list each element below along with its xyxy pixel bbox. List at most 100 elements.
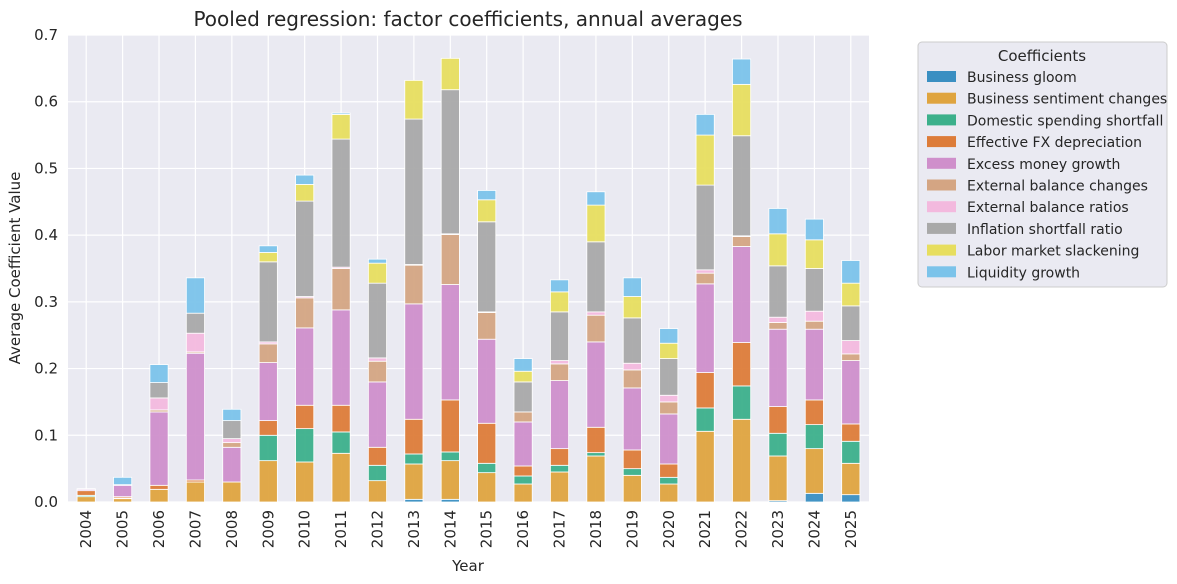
bar-segment bbox=[841, 423, 861, 442]
bar-segment bbox=[331, 268, 351, 311]
bar-segment bbox=[404, 264, 424, 305]
x-tick-label: 2019 bbox=[623, 510, 641, 548]
bar-segment bbox=[622, 317, 642, 364]
x-tick-label: 2006 bbox=[150, 510, 168, 548]
bar-segment bbox=[622, 387, 642, 451]
bar-segment bbox=[768, 328, 788, 407]
bar-segment bbox=[149, 364, 169, 383]
bar-segment bbox=[695, 430, 715, 503]
x-tick-label: 2011 bbox=[332, 510, 350, 548]
bar-segment bbox=[222, 446, 242, 483]
bar-segment bbox=[185, 352, 205, 481]
bar-segment bbox=[258, 460, 278, 503]
bar-segment bbox=[695, 272, 715, 285]
bar-segment bbox=[440, 498, 460, 503]
bar-segment bbox=[367, 357, 387, 362]
y-tick-label: 0.4 bbox=[34, 226, 58, 244]
bar-segment bbox=[331, 138, 351, 268]
bar-segment bbox=[550, 363, 570, 381]
bar-segment bbox=[185, 481, 205, 503]
bar-segment bbox=[477, 338, 497, 424]
bar-segment bbox=[149, 488, 169, 503]
bar-segment bbox=[586, 455, 606, 503]
legend-entry-label: Business sentiment changes bbox=[967, 92, 1167, 108]
bar-segment bbox=[331, 112, 351, 115]
legend-entry-label: Business gloom bbox=[967, 70, 1077, 86]
bar-segment bbox=[841, 260, 861, 284]
bar-segment bbox=[804, 328, 824, 401]
bar-segment bbox=[513, 483, 533, 503]
bar-segment bbox=[550, 464, 570, 473]
y-tick-label: 0.0 bbox=[34, 493, 58, 511]
x-tick-label: 2023 bbox=[769, 510, 787, 548]
bar-segment bbox=[659, 463, 679, 478]
legend-swatch bbox=[927, 201, 956, 213]
bar-segment bbox=[732, 236, 752, 247]
legend-swatch bbox=[927, 179, 956, 191]
bar-segment bbox=[586, 341, 606, 428]
bar-segment bbox=[149, 411, 169, 486]
legend-entry-label: Labor market slackening bbox=[967, 244, 1139, 260]
bar-segment bbox=[367, 381, 387, 448]
bar-segment bbox=[295, 461, 315, 503]
bar-segment bbox=[659, 328, 679, 344]
bar-segment bbox=[622, 468, 642, 476]
bar-segment bbox=[440, 399, 460, 453]
bar-segment bbox=[513, 381, 533, 413]
x-tick-label: 2005 bbox=[114, 510, 132, 548]
bar-segment bbox=[295, 297, 315, 329]
legend-swatch bbox=[927, 266, 956, 278]
bar-segment bbox=[695, 134, 715, 186]
bar-segment bbox=[404, 418, 424, 455]
bar-segment bbox=[659, 401, 679, 415]
bar-segment bbox=[732, 418, 752, 503]
bar-segment bbox=[149, 484, 169, 490]
bar-segment bbox=[477, 312, 497, 340]
bar-segment bbox=[841, 305, 861, 341]
bar-segment bbox=[513, 411, 533, 423]
bar-segment bbox=[622, 277, 642, 297]
bar-segment bbox=[513, 370, 533, 383]
bar-segment bbox=[586, 241, 606, 313]
bar-segment bbox=[659, 358, 679, 396]
bar-segment bbox=[113, 484, 133, 498]
bar-segment bbox=[513, 475, 533, 485]
bar-segment bbox=[695, 372, 715, 409]
bar-segment bbox=[113, 498, 133, 503]
y-axis-label: Average Coefficient Value bbox=[6, 172, 24, 365]
bar-segment bbox=[550, 380, 570, 450]
bar-segment bbox=[841, 282, 861, 307]
bar-segment bbox=[258, 343, 278, 363]
bar-segment bbox=[695, 113, 715, 136]
bar-segment bbox=[149, 382, 169, 399]
bar-segment bbox=[841, 494, 861, 503]
bar-segment bbox=[404, 453, 424, 465]
bar-segment bbox=[331, 113, 351, 140]
bar-segment bbox=[367, 446, 387, 466]
bar-segment bbox=[149, 397, 169, 411]
x-tick-label: 2004 bbox=[77, 510, 95, 548]
bar-segment bbox=[659, 413, 679, 465]
legend-swatch bbox=[927, 114, 956, 126]
bar-segment bbox=[295, 184, 315, 202]
bar-segment bbox=[659, 342, 679, 359]
x-tick-label: 2010 bbox=[296, 510, 314, 548]
legend: Coefficients Business gloom Business sent… bbox=[917, 41, 1168, 288]
legend-swatch bbox=[927, 222, 956, 234]
bar-segment bbox=[513, 358, 533, 372]
legend-entry-label: Effective FX depreciation bbox=[967, 135, 1142, 151]
bar-segment bbox=[732, 58, 752, 85]
legend-swatch bbox=[927, 71, 956, 82]
bar-segment bbox=[659, 483, 679, 503]
bar-segment bbox=[367, 480, 387, 503]
bar-segment bbox=[76, 488, 96, 490]
x-tick-label: 2015 bbox=[478, 510, 496, 548]
bar-segment bbox=[404, 79, 424, 120]
bar-segment bbox=[768, 406, 788, 434]
bar-segment bbox=[550, 279, 570, 293]
bar-segment bbox=[841, 340, 861, 355]
x-tick-label: 2016 bbox=[514, 510, 532, 548]
y-tick-label: 0.3 bbox=[34, 293, 58, 311]
bar-segment bbox=[295, 428, 315, 463]
